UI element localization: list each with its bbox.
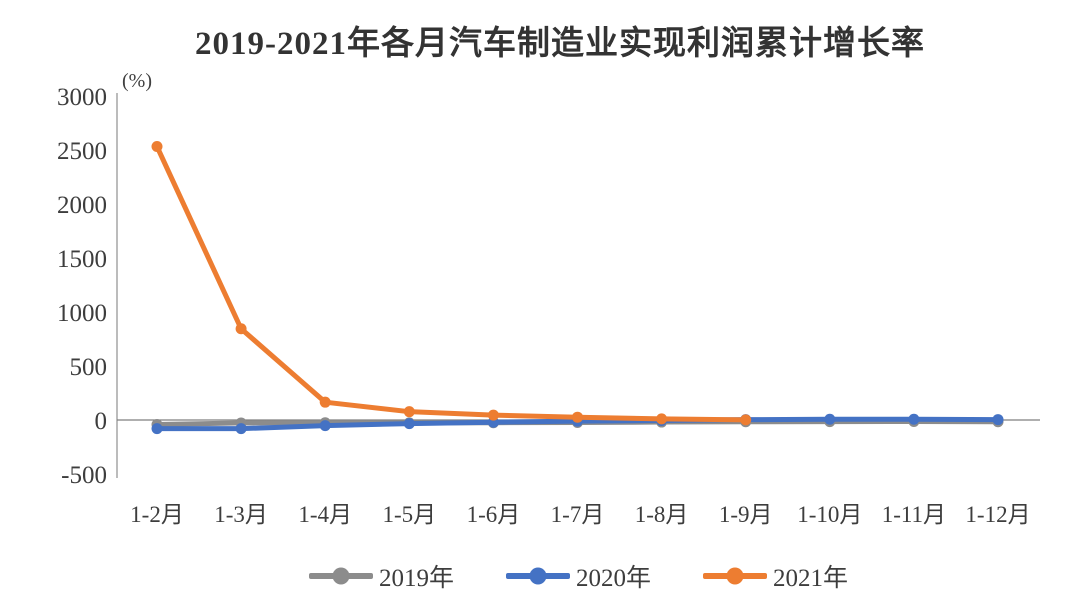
data-point-2021年 — [656, 413, 668, 425]
x-tick-label: 1-12月 — [965, 502, 1030, 527]
data-point-2021年 — [151, 141, 163, 153]
x-tick-label: 1-8月 — [635, 502, 689, 527]
data-point-2021年 — [235, 323, 247, 335]
x-tick-label: 1-2月 — [130, 502, 184, 527]
x-tick-label: 1-6月 — [467, 502, 521, 527]
legend-item-2021年: 2021年 — [703, 558, 848, 594]
chart-title: 2019-2021年各月汽车制造业实现利润累计增长率 — [195, 26, 925, 62]
data-point-2021年 — [572, 411, 583, 423]
x-tick-label: 1-9月 — [719, 502, 773, 527]
data-point-2021年 — [403, 406, 415, 418]
legend-dot-icon — [529, 567, 547, 585]
legend-line-icon — [505, 567, 570, 585]
y-tick-label: 1000 — [57, 300, 107, 327]
data-point-2020年 — [992, 414, 1004, 426]
data-point-2020年 — [151, 423, 163, 435]
x-tick-label: 1-4月 — [298, 502, 352, 527]
legend-item-2020年: 2020年 — [505, 558, 651, 594]
x-tick-label: 1-7月 — [551, 502, 605, 527]
data-point-2021年 — [740, 414, 752, 426]
legend-item-2019年: 2019年 — [308, 558, 454, 594]
x-tick-label: 1-11月 — [882, 502, 946, 527]
y-axis-unit-label: (%) — [122, 70, 152, 92]
legend: 2019年 2020年 2021年 — [117, 557, 1040, 595]
legend-label: 2020年 — [575, 565, 651, 592]
data-point-2020年 — [319, 420, 331, 432]
x-tick-label: 1-3月 — [214, 502, 268, 527]
legend-dot-icon — [332, 567, 350, 585]
x-tick-label: 1-10月 — [797, 502, 862, 527]
legend-label: 2021年 — [773, 565, 849, 592]
y-tick-label: 2000 — [57, 192, 107, 219]
legend-label: 2019年 — [378, 565, 454, 592]
legend-dot-icon — [726, 567, 744, 585]
y-tick-label: 3000 — [57, 84, 107, 111]
x-tick-label: 1-5月 — [382, 502, 436, 527]
data-point-2020年 — [235, 423, 247, 435]
y-tick-label: -500 — [61, 462, 107, 489]
data-point-2020年 — [403, 418, 415, 430]
y-tick-label: 500 — [70, 354, 108, 381]
data-point-2020年 — [908, 413, 920, 425]
y-tick-label: 1500 — [57, 246, 107, 273]
legend-line-icon — [703, 567, 767, 585]
data-point-2021年 — [487, 409, 499, 421]
legend-line-icon — [308, 567, 373, 585]
y-tick-label: 2500 — [57, 138, 107, 165]
data-point-2021年 — [319, 396, 331, 408]
data-point-2020年 — [824, 413, 836, 425]
y-tick-label: 0 — [95, 408, 108, 435]
series-line-2021年 — [154, 144, 749, 423]
